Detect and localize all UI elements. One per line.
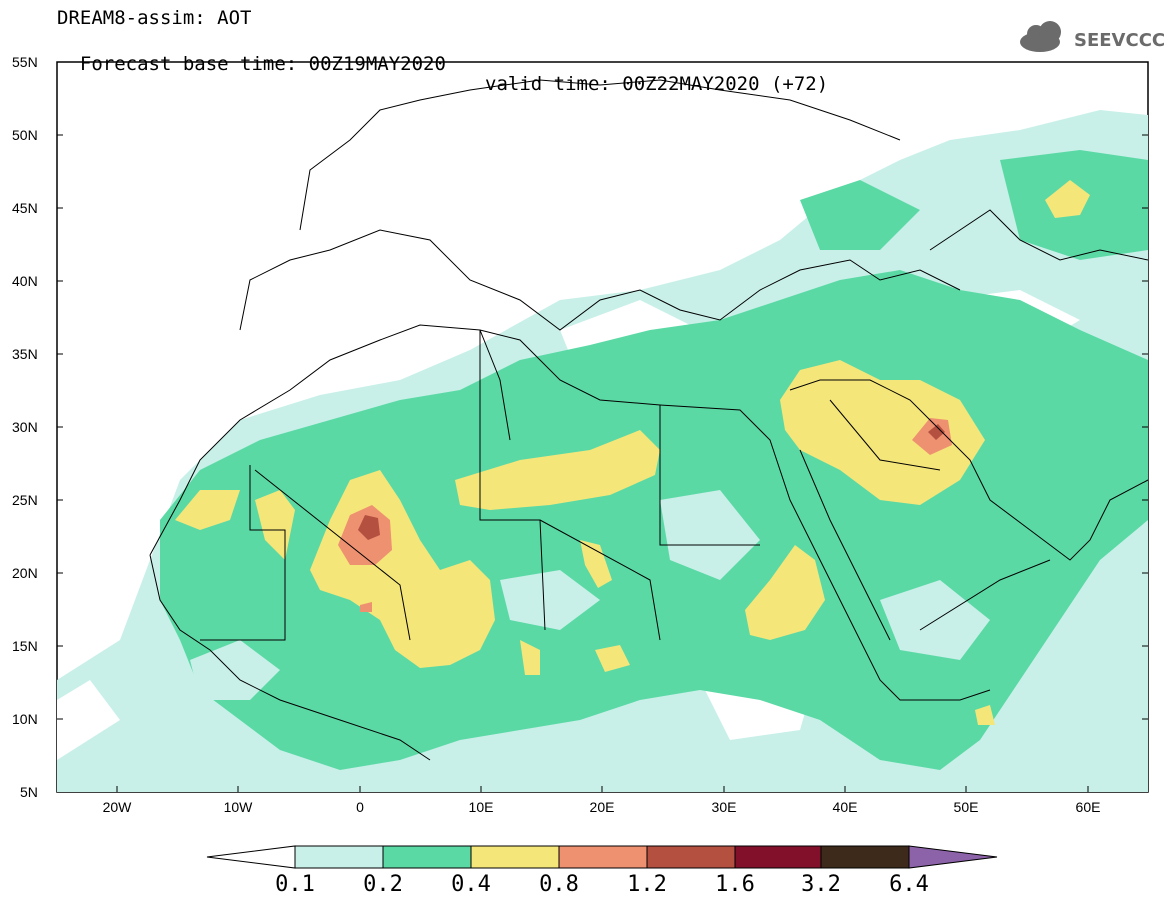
valid-time: valid time: 00Z22MAY2020 (+72) (485, 73, 829, 95)
lat-label: 10N (12, 711, 38, 727)
colorbar-level-label: 1.2 (627, 872, 667, 897)
lat-label: 50N (12, 127, 38, 143)
lon-label: 30E (712, 799, 737, 815)
colorbar-over-arrow (908, 845, 998, 869)
colorbar-level-label: 3.2 (801, 872, 841, 897)
logo-text: SEEVCCC (1074, 30, 1165, 51)
colorbar-bin (646, 845, 736, 869)
colorbar-level-label: 0.8 (539, 872, 579, 897)
aot-contour-1.2 (358, 515, 380, 540)
colorbar-level-label: 0.2 (363, 872, 403, 897)
lon-label: 20E (590, 799, 615, 815)
lat-label: 55N (12, 54, 38, 70)
colorbar-bin (820, 845, 910, 869)
lat-label: 45N (12, 200, 38, 216)
colorbar-level-label: 1.6 (715, 872, 755, 897)
lat-label: 40N (12, 273, 38, 289)
lon-label: 60E (1076, 799, 1101, 815)
colorbar-bin (294, 845, 384, 869)
colorbar-level-label: 0.4 (451, 872, 491, 897)
lat-label: 25N (12, 492, 38, 508)
lon-label: 10W (224, 799, 254, 815)
colorbar-bin (382, 845, 472, 869)
lon-label: 40E (833, 799, 858, 815)
lon-label: 10E (469, 799, 494, 815)
latitude-labels: 55N 50N 45N 40N 35N 30N 25N 20N 15N 10N … (12, 54, 38, 800)
cloud-icon (1020, 21, 1061, 52)
colorbar-level-label: 6.4 (889, 872, 929, 897)
coastlines (149, 79, 1148, 761)
longitude-labels: 20W 10W 0 10E 20E 30E 40E 50E 60E (103, 799, 1101, 815)
lat-label: 20N (12, 565, 38, 581)
lat-label: 15N (12, 638, 38, 654)
map-title: DREAM8-assim: AOT (57, 7, 252, 29)
lat-label: 35N (12, 346, 38, 362)
colorbar-bin (734, 845, 822, 869)
lon-label: 50E (954, 799, 979, 815)
colorbar-level-label: 0.1 (275, 872, 315, 897)
lon-label: 20W (103, 799, 133, 815)
lon-label: 0 (356, 799, 364, 815)
colorbar-bin (470, 845, 560, 869)
colorbar (206, 845, 998, 869)
colorbar-under-arrow (206, 845, 296, 869)
lat-label: 30N (12, 419, 38, 435)
colorbar-bin (558, 845, 648, 869)
forecast-base-time: Forecast base time: 00Z19MAY2020 (79, 53, 446, 75)
lat-ticks (57, 134, 1148, 792)
lat-label: 5N (20, 784, 38, 800)
